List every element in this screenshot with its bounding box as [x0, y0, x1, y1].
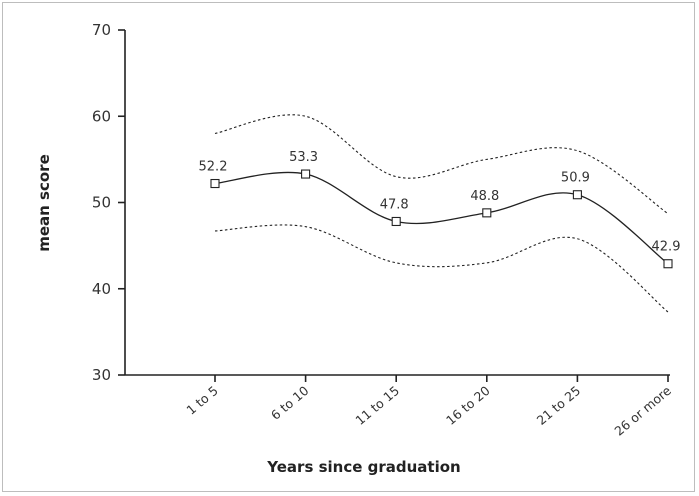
chart-frame: [2, 2, 695, 492]
x-tick-label: 1 to 5: [183, 383, 221, 418]
data-point-marker: [482, 208, 492, 218]
data-label: 52.2: [199, 160, 228, 175]
data-label: 48.8: [470, 189, 499, 204]
y-tick-label: 40: [92, 280, 111, 298]
y-tick-label: 50: [92, 194, 111, 212]
x-tick-label: 6 to 10: [268, 383, 312, 423]
data-label: 47.8: [380, 197, 409, 212]
data-point-marker: [572, 190, 582, 200]
x-tick-label: 21 to 25: [534, 383, 584, 428]
mean-score-line: [214, 171, 669, 265]
upper-bound-line: [214, 114, 669, 215]
labels-group: 52.2 53.3 47.8 48.8 50.9 42.9: [199, 150, 681, 255]
axes: 30 40 50 60 70 1 to 5 6 to 10 11 to 15 16 to 20 2…: [92, 21, 674, 439]
data-label: 50.9: [561, 171, 590, 186]
data-label: 42.9: [652, 240, 681, 255]
x-tick-label: 16 to 20: [443, 383, 493, 428]
data-point-marker: [663, 259, 673, 269]
data-point-marker: [210, 178, 220, 189]
y-tick-label: 60: [92, 107, 111, 125]
y-tick-label: 70: [92, 21, 111, 39]
data-point-marker: [301, 169, 311, 179]
y-axis-title: mean score: [35, 154, 53, 252]
lower-bound-line: [214, 224, 669, 313]
data-point-marker: [391, 216, 401, 227]
x-axis-title: Years since graduation: [266, 458, 460, 476]
data-label: 53.3: [289, 150, 318, 165]
series-group: [210, 114, 673, 313]
y-tick-label: 30: [92, 366, 111, 384]
x-tick-label: 26 or more: [611, 383, 674, 439]
x-tick-label: 11 to 15: [352, 383, 402, 428]
